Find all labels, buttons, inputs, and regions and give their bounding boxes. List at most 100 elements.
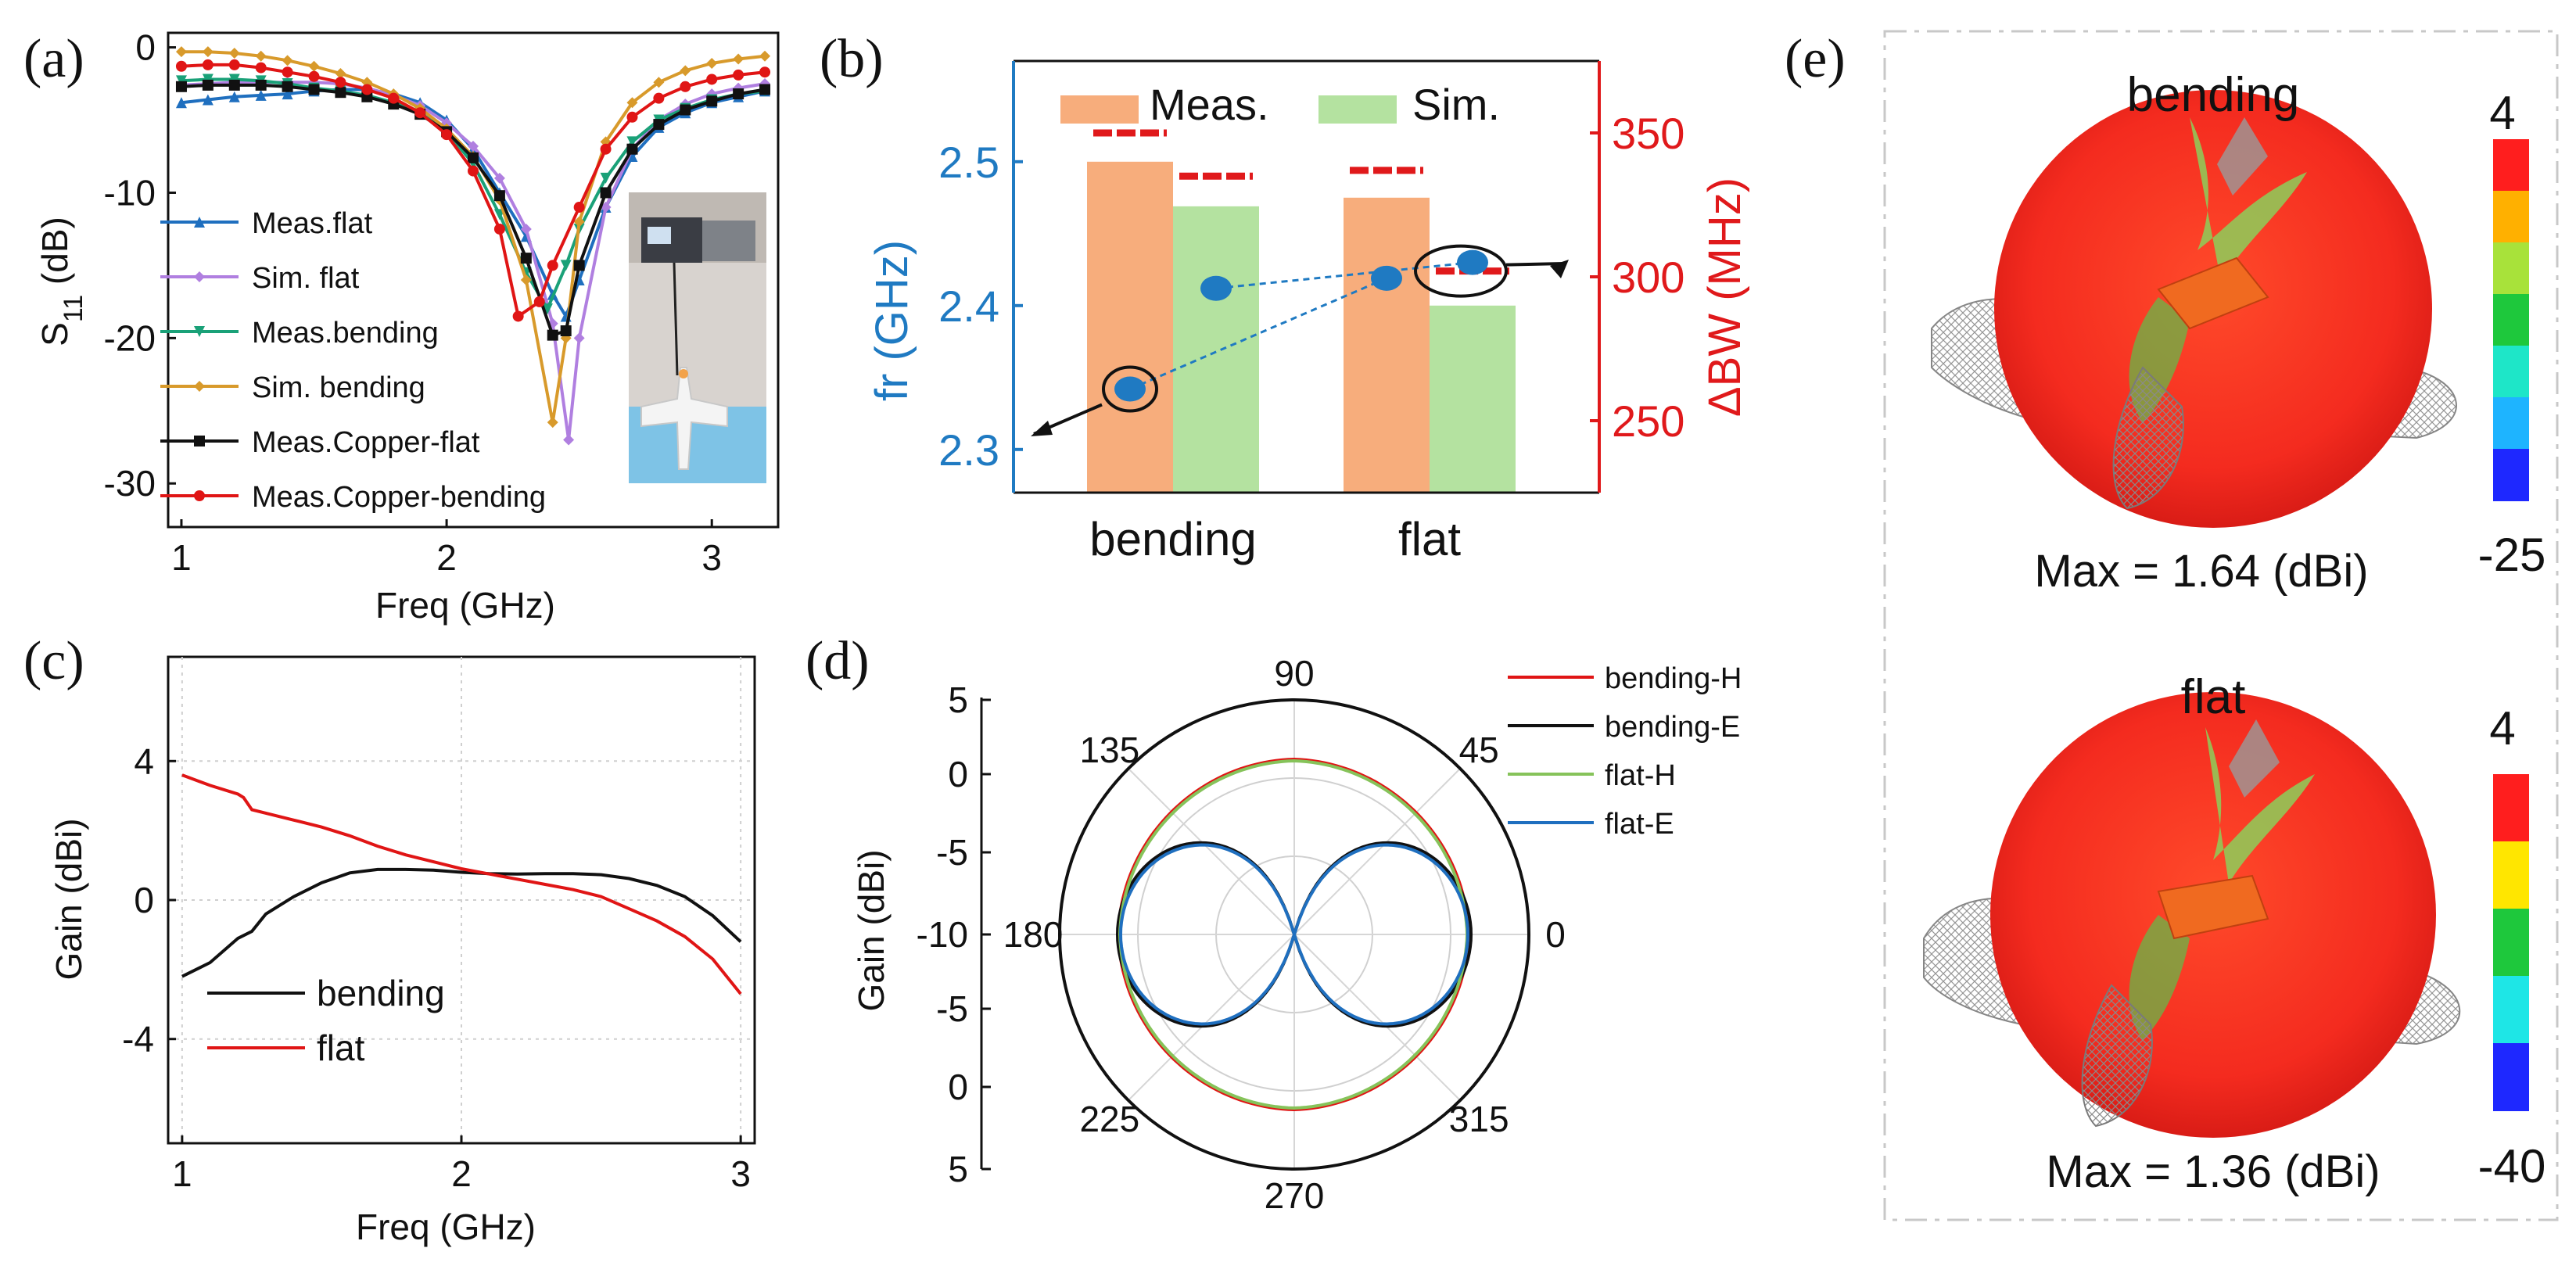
data-point-a <box>308 60 320 72</box>
data-point-a <box>335 87 346 99</box>
legend-label-d: flat-E <box>1605 808 1674 841</box>
polar-spoke-d <box>1293 934 1461 1101</box>
legend-label-d: bending-E <box>1605 711 1740 744</box>
x-axis-label-c: Freq (GHz) <box>356 1207 536 1247</box>
radiation-pattern-flat <box>1923 692 2461 1138</box>
series-lines-c <box>181 773 742 995</box>
right-tick-label-b: 350 <box>1612 109 1684 158</box>
data-point-a <box>228 79 240 91</box>
data-point-a <box>282 55 293 66</box>
data-point-a <box>202 94 213 106</box>
data-point-a <box>493 172 505 184</box>
legend-label-c: bending <box>317 973 445 1013</box>
polar-plot-d: 0 45 90 135 180 225 270 315 <box>1003 653 1566 1216</box>
y-axis-label-a-main: S <box>34 322 75 346</box>
pattern-title-flat: flat <box>2181 670 2246 724</box>
colorbar-flat <box>2493 774 2529 1111</box>
legend-marker-a <box>194 271 205 282</box>
x-tick-label-a: 1 <box>171 537 192 578</box>
polar-series-bending-E <box>1115 841 1473 1028</box>
legend-label-a: Meas.flat <box>252 207 373 240</box>
colorbar-max-bending: 4 <box>2489 87 2515 139</box>
y-tick-label-a: -10 <box>104 172 156 213</box>
x-tick-label-a: 3 <box>701 537 722 578</box>
x-tick-label-a: 2 <box>436 537 457 578</box>
series-line-flat <box>181 773 742 995</box>
fr-point-b <box>1371 265 1402 291</box>
data-point-a <box>706 95 718 107</box>
data-point-a <box>282 88 293 100</box>
radial-tick-label-d: -5 <box>936 832 968 873</box>
bar-sim-flat <box>1430 305 1516 493</box>
data-point-a <box>175 46 187 58</box>
data-point-a <box>547 329 558 341</box>
panel-b-chart: 2.3 2.4 2.5 250 300 350 Meas. Sim. bending fla… <box>866 59 1750 565</box>
arrow-line-bw <box>1505 262 1565 267</box>
x-axis-label-a: Freq (GHz) <box>375 585 555 626</box>
fr-point-b <box>1457 249 1488 275</box>
data-point-a <box>520 223 532 235</box>
radial-tick-label-d: -5 <box>936 988 968 1029</box>
polar-spoke-d <box>1128 934 1295 1101</box>
data-point-a <box>626 97 638 109</box>
polar-series-flat-E <box>1118 843 1469 1026</box>
series-line-bending <box>181 867 742 978</box>
x-tick-label-c: 2 <box>451 1153 472 1194</box>
data-point-a <box>520 253 532 264</box>
plot-frame-a <box>167 31 780 529</box>
y-axis-label-a: S11 (dB) <box>34 217 88 346</box>
data-point-a <box>626 143 638 155</box>
y-tick-label-a: 0 <box>135 27 156 68</box>
data-point-a <box>626 111 638 123</box>
data-point-a <box>600 187 612 199</box>
bar-sim-bending <box>1173 206 1259 493</box>
legend-label-d: flat-H <box>1605 759 1676 792</box>
data-point-a <box>573 216 585 228</box>
radial-tick-label-d: 0 <box>948 754 968 794</box>
colorbar-segment <box>2493 841 2529 909</box>
axis-ticks-a: 1 2 3 0 -10 -20 -30 <box>104 27 722 578</box>
data-point-a <box>653 77 665 88</box>
panel-label-a: (a) <box>23 29 84 89</box>
data-point-a <box>255 79 267 91</box>
polar-spoke-d <box>1128 768 1295 935</box>
y-axis-label-a-tail: (dB) <box>34 217 75 295</box>
data-point-a <box>706 58 718 70</box>
data-point-a <box>282 81 293 92</box>
bars-b <box>1087 161 1516 493</box>
data-point-a <box>441 129 453 141</box>
arrow-head-fr <box>1031 421 1053 436</box>
data-point-a <box>335 68 346 80</box>
colorbar-segment <box>2493 346 2529 398</box>
radial-tick-label-d: -10 <box>917 914 968 955</box>
data-point-a <box>541 303 553 315</box>
data-point-a <box>175 75 187 87</box>
data-point-a <box>202 74 213 85</box>
legend-label-d: bending-H <box>1605 662 1742 695</box>
data-point-a <box>335 77 346 88</box>
data-point-a <box>282 66 293 78</box>
data-point-a <box>680 65 691 77</box>
data-point-a <box>573 202 585 213</box>
category-label-bending: bending <box>1089 513 1257 565</box>
legend-label-a: Sim. flat <box>252 262 360 295</box>
highlight-circle-bw <box>1414 244 1508 298</box>
data-point-a <box>468 152 479 163</box>
series-lines-a <box>175 46 771 446</box>
angle-label-d: 315 <box>1449 1099 1509 1139</box>
data-point-a <box>653 92 665 104</box>
arrow-head-bw <box>1550 260 1569 278</box>
legend-label-sim: Sim. <box>1412 80 1500 129</box>
legend-marker-a <box>194 436 205 447</box>
data-point-a <box>414 107 426 119</box>
data-point-a <box>759 66 771 78</box>
data-point-a <box>573 332 585 344</box>
data-point-a <box>175 97 187 109</box>
colorbar-segment <box>2493 397 2529 450</box>
y-axis-label-d: Gain (dBi) <box>851 849 892 1011</box>
legend-label-a: Meas.Copper-bending <box>252 481 546 514</box>
data-point-a <box>228 74 240 85</box>
data-point-a <box>228 91 240 102</box>
bar-meas-flat <box>1344 197 1430 493</box>
data-point-a <box>733 53 744 65</box>
